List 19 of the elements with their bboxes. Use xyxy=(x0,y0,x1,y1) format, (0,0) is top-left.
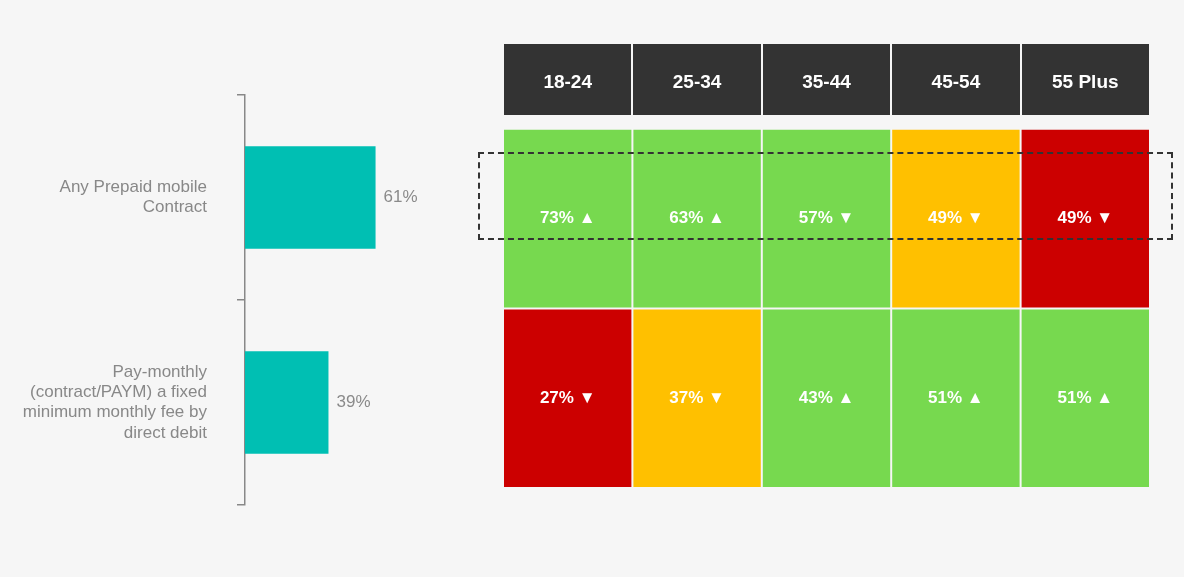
y-tick-label: Pay-monthly (contract/PAYM) a fixed minimum monthly fee by direct debit xyxy=(22,361,208,442)
data-label: 57% ▼ xyxy=(798,208,855,228)
data-label: 43% ▲ xyxy=(798,387,855,407)
y-tick-label: Any Prepaid mobile Contract xyxy=(59,176,208,217)
data-label: 37% ▼ xyxy=(669,387,725,407)
data-label: 49% ▼ xyxy=(928,208,984,228)
data-label: 27% ▼ xyxy=(539,387,596,407)
data-label: 49% ▼ xyxy=(1057,208,1114,228)
data-label: 63% ▲ xyxy=(669,208,725,228)
x-tick-label: 35-44 xyxy=(802,70,852,92)
x-tick-label: 18-24 xyxy=(543,70,593,92)
data-label: 61% xyxy=(383,187,418,207)
x-tick-label: 25-34 xyxy=(672,70,722,92)
x-tick-label: 55 Plus xyxy=(1052,70,1119,92)
data-label: 39% xyxy=(336,392,371,412)
x-tick-label: 45-54 xyxy=(931,70,981,92)
data-label: 51% ▲ xyxy=(928,387,984,407)
data-label: 73% ▲ xyxy=(539,208,596,228)
data-label: 51% ▲ xyxy=(1057,387,1114,407)
